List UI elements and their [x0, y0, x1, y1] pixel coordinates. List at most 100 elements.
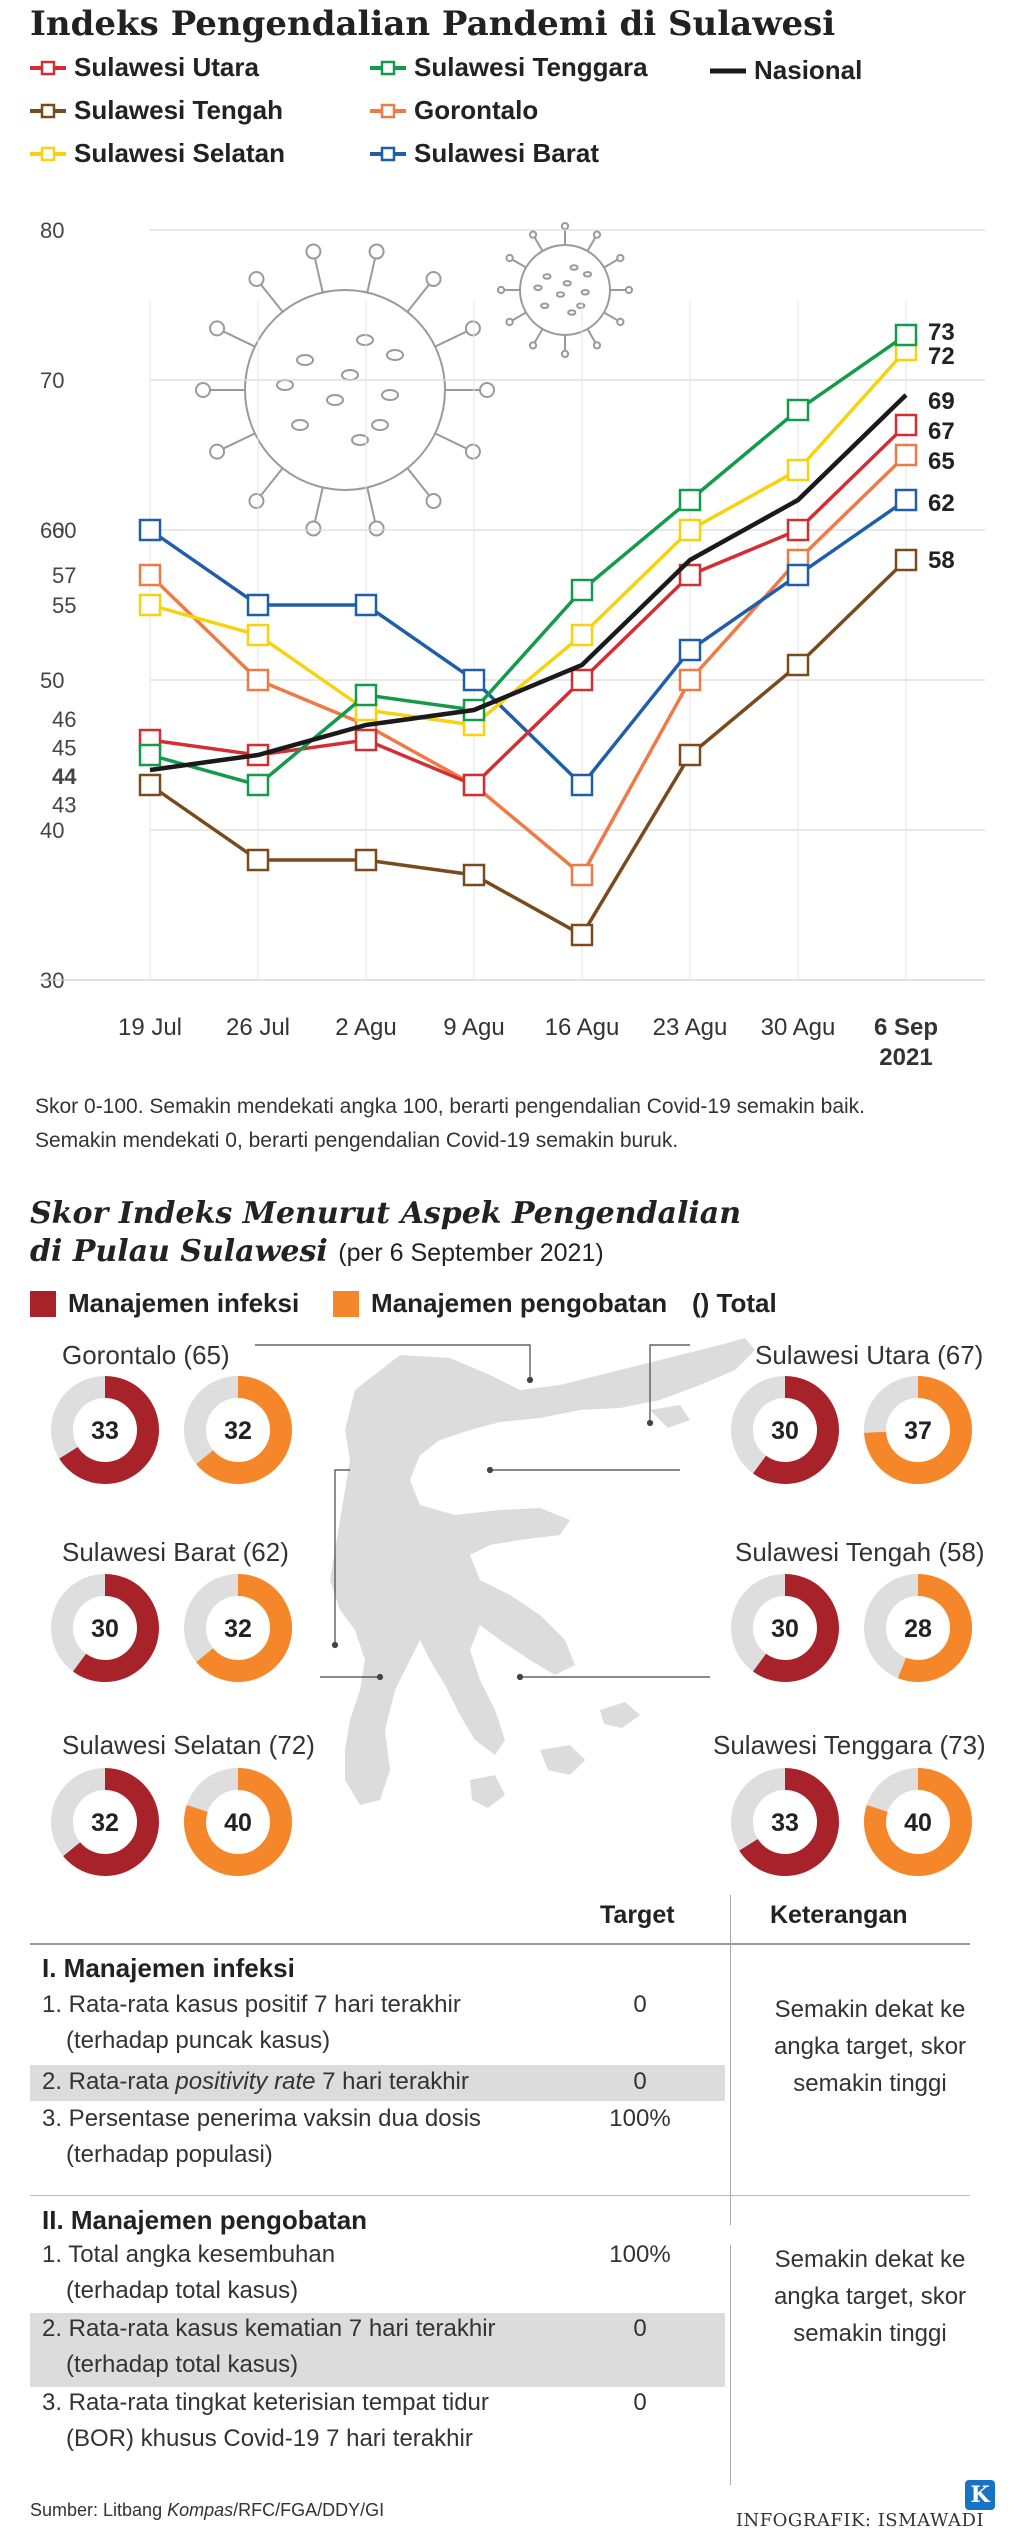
donut-infeksi-sulawesi-selatan-arc	[51, 1768, 159, 1876]
donut-infeksi-sulawesi-barat-value: 30	[91, 1615, 119, 1643]
x-tick-9-agu: 9 Agu	[443, 1014, 504, 1041]
series-nasional	[149, 393, 908, 773]
row-4-line2: (terhadap total kasus)	[66, 2277, 299, 2304]
series-line-gorontalo	[148, 453, 908, 878]
row-2-target: 0	[633, 2068, 647, 2095]
row-6-target: 0	[633, 2389, 647, 2416]
row-2-a: 2. Rata-rata	[42, 2068, 176, 2095]
donut-pengobatan-sulawesi-utara: 37	[864, 1376, 972, 1484]
x-tick-6-sep: 6 Sep	[874, 1014, 938, 1041]
point-sulawesi-barat-7	[894, 488, 918, 512]
table-divider-1	[730, 1895, 731, 2225]
point-sulawesi-tenggara-4	[570, 578, 594, 602]
legend-sulawesi-utara: Sulawesi Utara	[30, 52, 259, 83]
legend-label-sulawesi-tenggara: Sulawesi Tenggara	[414, 52, 648, 82]
start-label-60: 60	[52, 518, 76, 543]
donut-infeksi-sulawesi-barat: 30	[51, 1574, 159, 1682]
keterangan-1: Semakin dekat ke angka target, skor sema…	[773, 1996, 967, 2097]
kompas-logo: K	[965, 2480, 995, 2510]
donut-pengobatan-sulawesi-tengah: 28	[864, 1574, 972, 1682]
series-line-sulawesi-selatan	[149, 348, 908, 727]
legend-infeksi: Manajemen infeksi	[30, 1288, 299, 1319]
donut-infeksi-sulawesi-utara-arc	[731, 1376, 839, 1484]
point-gorontalo-4	[570, 863, 594, 887]
label-sulawesi-utara: Sulawesi Utara (67)	[755, 1340, 984, 1370]
series-line-sulawesi-tenggara	[149, 333, 907, 787]
point-sulawesi-tengah-5	[678, 743, 702, 767]
legend-label-pengobatan: Manajemen pengobatan	[371, 1288, 668, 1318]
series-line-nasional	[149, 393, 908, 773]
virus-icon-small	[496, 221, 634, 359]
row-1-line1: 1. Rata-rata kasus positif 7 hari terakh…	[42, 1991, 461, 2018]
y-tick-50: 50	[40, 668, 64, 693]
x-tick-2-agu: 2 Agu	[335, 1014, 396, 1041]
point-sulawesi-selatan-0	[138, 593, 162, 617]
row-5-shade	[30, 2313, 725, 2387]
end-label-65: 65	[928, 448, 955, 475]
label-sulawesi-tenggara: Sulawesi Tenggara (73)	[713, 1730, 986, 1760]
keterangan-2: Semakin dekat ke angka target, skor sema…	[773, 2246, 967, 2347]
section-pengobatan: II. Manajemen pengobatan	[42, 2205, 368, 2235]
point-sulawesi-utara-2	[354, 728, 378, 752]
donut-infeksi-sulawesi-utara-value: 30	[771, 1417, 799, 1445]
donut-infeksi-sulawesi-utara: 30	[731, 1376, 839, 1484]
donut-infeksi-sulawesi-barat-arc	[51, 1574, 159, 1682]
donut-pengobatan-sulawesi-tenggara-value: 40	[904, 1809, 932, 1837]
legend-swatch-sulawesi-tengah	[30, 103, 66, 118]
x-tick-23-agu: 23 Agu	[653, 1014, 728, 1041]
chart-note-line1: Skor 0-100. Semakin mendekati angka 100,…	[35, 1095, 865, 1118]
x-tick-year: 2021	[879, 1044, 932, 1071]
start-label-55: 55	[52, 593, 76, 618]
point-gorontalo-1	[246, 668, 270, 692]
point-sulawesi-barat-4	[570, 773, 594, 797]
legend-swatch-pengobatan	[333, 1290, 359, 1317]
x-tick-26-jul: 26 Jul	[226, 1014, 290, 1041]
donut-infeksi-sulawesi-tengah-value: 30	[771, 1615, 799, 1643]
donut-pengobatan-gorontalo-arc	[184, 1376, 292, 1484]
point-sulawesi-selatan-6	[786, 458, 810, 482]
virus-icon-large	[195, 243, 495, 537]
y-tick-40: 40	[40, 818, 64, 843]
donut-pengobatan-sulawesi-selatan: 40	[184, 1768, 292, 1876]
point-sulawesi-tenggara-5	[678, 488, 702, 512]
donut-pengobatan-sulawesi-barat-arc	[184, 1574, 292, 1682]
legend-sulawesi-tenggara: Sulawesi Tenggara	[370, 52, 648, 83]
legend-label-total: () Total	[692, 1288, 777, 1318]
leader-lines	[255, 1344, 710, 1681]
start-label-44: 44	[52, 764, 77, 789]
credit-text: INFOGRAFIK: ISMAWADI	[735, 2510, 984, 2531]
start-label-46: 46	[52, 707, 76, 732]
row-2: 2. Rata-rata positivity rate 7 hari tera…	[42, 2068, 469, 2096]
donut-infeksi-gorontalo: 33	[51, 1376, 159, 1484]
donut-infeksi-sulawesi-tenggara: 33	[731, 1768, 839, 1876]
point-gorontalo-7	[894, 443, 918, 467]
source-suffix: /RFC/FGA/DDY/GI	[233, 2500, 385, 2520]
donut-pengobatan-sulawesi-tengah-value: 28	[904, 1615, 932, 1643]
donut-pengobatan-gorontalo: 32	[184, 1376, 292, 1484]
criteria-table: Target Keterangan I. Manajemen infeksi 1…	[30, 1895, 970, 2485]
point-sulawesi-utara-7	[894, 413, 918, 437]
point-sulawesi-utara-5	[678, 563, 702, 587]
row-6-line1: 3. Rata-rata tingkat keterisian tempat t…	[42, 2389, 489, 2416]
row-3-target: 100%	[609, 2105, 671, 2132]
chart-series	[138, 323, 918, 947]
point-sulawesi-tengah-0	[138, 773, 162, 797]
donut-infeksi-sulawesi-tenggara-value: 33	[771, 1809, 799, 1837]
donut-infeksi-gorontalo-arc	[51, 1376, 159, 1484]
donut-infeksi-gorontalo-value: 33	[91, 1417, 119, 1445]
row-2-b: 7 hari terakhir	[315, 2068, 469, 2095]
legend-swatch-sulawesi-barat	[370, 146, 406, 161]
legend-gorontalo: Gorontalo	[370, 95, 538, 126]
series-line-sulawesi-utara	[149, 423, 908, 788]
end-label-62: 62	[928, 490, 955, 517]
donut-pengobatan-sulawesi-tenggara: 40	[864, 1768, 972, 1876]
col-target: Target	[600, 1901, 675, 1929]
point-gorontalo-0	[138, 563, 162, 587]
legend-swatch-sulawesi-tenggara	[370, 60, 406, 75]
donut-charts: 33 32 30 37 30 32 30 28 32 40 33 40	[51, 1376, 972, 1876]
point-sulawesi-selatan-1	[246, 623, 270, 647]
row-5-line2: (terhadap total kasus)	[66, 2351, 299, 2378]
legend-label-sulawesi-tengah: Sulawesi Tengah	[74, 95, 284, 125]
row-3-line2: (terhadap populasi)	[66, 2141, 273, 2168]
y-tick-70: 70	[40, 368, 64, 393]
